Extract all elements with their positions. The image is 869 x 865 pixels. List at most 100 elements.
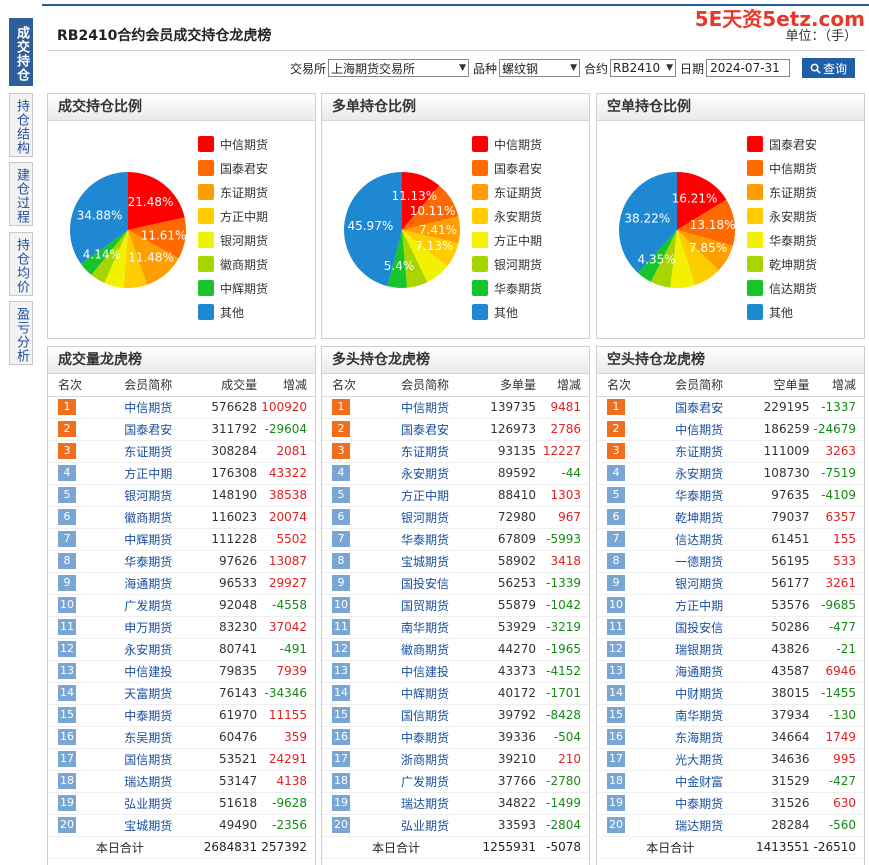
pie-slice-1[interactable] [402,172,440,230]
member-link[interactable]: 银河期货 [400,510,449,525]
member-link[interactable]: 东证期货 [124,444,173,459]
member-link[interactable]: 国泰君安 [675,400,724,415]
legend-item[interactable]: 国泰君安 [747,132,817,156]
member-link[interactable]: 华泰期货 [124,554,173,569]
legend-item[interactable]: 东证期货 [747,180,817,204]
member-link[interactable]: 国泰君安 [400,422,449,437]
member-link[interactable]: 南华期货 [400,620,449,635]
legend-item[interactable]: 东证期货 [198,180,268,204]
pie-slice-4[interactable] [402,230,459,267]
member-link[interactable]: 中泰期货 [124,708,173,723]
member-link[interactable]: 国泰君安 [124,422,173,437]
member-link[interactable]: 光大期货 [675,752,724,767]
legend-item[interactable]: 徽商期货 [198,252,268,276]
legend-item[interactable]: 中辉期货 [198,276,268,300]
legend-item[interactable]: 方正中期 [198,204,268,228]
member-link[interactable]: 方正中期 [124,466,173,481]
legend-item[interactable]: 信达期货 [747,276,817,300]
member-link[interactable]: 东海期货 [675,730,724,745]
contract-select[interactable]: RB2410 ▼ [610,59,677,77]
member-link[interactable]: 宝城期货 [400,554,449,569]
legend-item[interactable]: 中信期货 [472,132,542,156]
side-tab-4[interactable]: 持仓均价 [9,232,33,296]
legend-item[interactable]: 永安期货 [747,204,817,228]
query-button[interactable]: 查询 [802,58,856,78]
member-link[interactable]: 华泰期货 [675,488,724,503]
variety-select[interactable]: 螺纹钢 ▼ [499,59,581,77]
date-input[interactable]: 2024-07-31 [706,59,791,77]
member-link[interactable]: 永安期货 [400,466,449,481]
pie-slice-4[interactable] [677,230,719,286]
member-link[interactable]: 浙商期货 [400,752,449,767]
member-link[interactable]: 瑞达期货 [124,774,173,789]
member-link[interactable]: 信达期货 [675,532,724,547]
member-link[interactable]: 海通期货 [675,664,724,679]
legend-item[interactable]: 中信期货 [198,132,268,156]
member-link[interactable]: 南华期货 [675,708,724,723]
member-link[interactable]: 银河期货 [124,488,173,503]
member-link[interactable]: 徽商期货 [124,510,173,525]
member-link[interactable]: 华泰期货 [400,532,449,547]
member-link[interactable]: 中财期货 [675,686,724,701]
member-link[interactable]: 广发期货 [400,774,449,789]
pie-slice-8[interactable] [344,172,402,287]
member-link[interactable]: 天富期货 [124,686,173,701]
pie-slice-8[interactable] [70,172,128,264]
pie-slice-3[interactable] [402,216,460,244]
member-link[interactable]: 银河期货 [675,576,724,591]
legend-item[interactable]: 永安期货 [472,204,542,228]
pie-slice-6[interactable] [402,230,428,288]
legend-item[interactable]: 中信期货 [747,156,817,180]
member-link[interactable]: 国贸期货 [400,598,449,613]
legend-item[interactable]: 华泰期货 [472,276,542,300]
member-link[interactable]: 国信期货 [400,708,449,723]
legend-item[interactable]: 乾坤期货 [747,252,817,276]
member-link[interactable]: 永安期货 [124,642,173,657]
member-link[interactable]: 乾坤期货 [675,510,724,525]
member-link[interactable]: 东证期货 [675,444,724,459]
side-tab-5[interactable]: 盈亏分析 [9,301,33,365]
member-link[interactable]: 中信期货 [675,422,724,437]
pie-slice-7[interactable] [80,230,128,275]
member-link[interactable]: 宝城期货 [124,818,173,833]
legend-item[interactable]: 其他 [747,300,817,324]
member-link[interactable]: 国信期货 [124,752,173,767]
member-link[interactable]: 瑞银期货 [675,642,724,657]
member-link[interactable]: 广发期货 [124,598,173,613]
legend-item[interactable]: 其他 [198,300,268,324]
legend-item[interactable]: 银河期货 [198,228,268,252]
legend-item[interactable]: 银河期货 [472,252,542,276]
member-link[interactable]: 东证期货 [400,444,449,459]
legend-item[interactable]: 东证期货 [472,180,542,204]
pie-slice-5[interactable] [670,230,696,288]
member-link[interactable]: 东吴期货 [124,730,173,745]
member-link[interactable]: 弘业期货 [124,796,173,811]
pie-slice-8[interactable] [619,172,677,273]
member-link[interactable]: 方正中期 [400,488,449,503]
pie-slice-7[interactable] [637,230,677,282]
member-link[interactable]: 中泰期货 [675,796,724,811]
member-link[interactable]: 徽商期货 [400,642,449,657]
member-link[interactable]: 国投安信 [400,576,449,591]
pie-slice-1[interactable] [677,172,727,230]
member-link[interactable]: 中信期货 [124,400,173,415]
pie-slice-6[interactable] [91,230,128,283]
side-tab-3[interactable]: 建仓过程 [9,162,33,226]
legend-item[interactable]: 国泰君安 [472,156,542,180]
member-link[interactable]: 中金财富 [675,774,724,789]
member-link[interactable]: 中辉期货 [400,686,449,701]
legend-item[interactable]: 国泰君安 [198,156,268,180]
member-link[interactable]: 海通期货 [124,576,173,591]
legend-item[interactable]: 华泰期货 [747,228,817,252]
member-link[interactable]: 瑞达期货 [675,818,724,833]
member-link[interactable]: 一德期货 [675,554,724,569]
pie-slice-3[interactable] [128,230,179,285]
pie-slice-5[interactable] [104,230,128,288]
pie-slice-5[interactable] [402,230,448,283]
pie-slice-7[interactable] [387,230,408,288]
pie-slice-2[interactable] [128,217,186,259]
member-link[interactable]: 中泰期货 [400,730,449,745]
side-tab-2[interactable]: 持仓结构 [9,93,33,157]
member-link[interactable]: 永安期货 [675,466,724,481]
exchange-select[interactable]: 上海期货交易所 ▼ [328,59,470,77]
